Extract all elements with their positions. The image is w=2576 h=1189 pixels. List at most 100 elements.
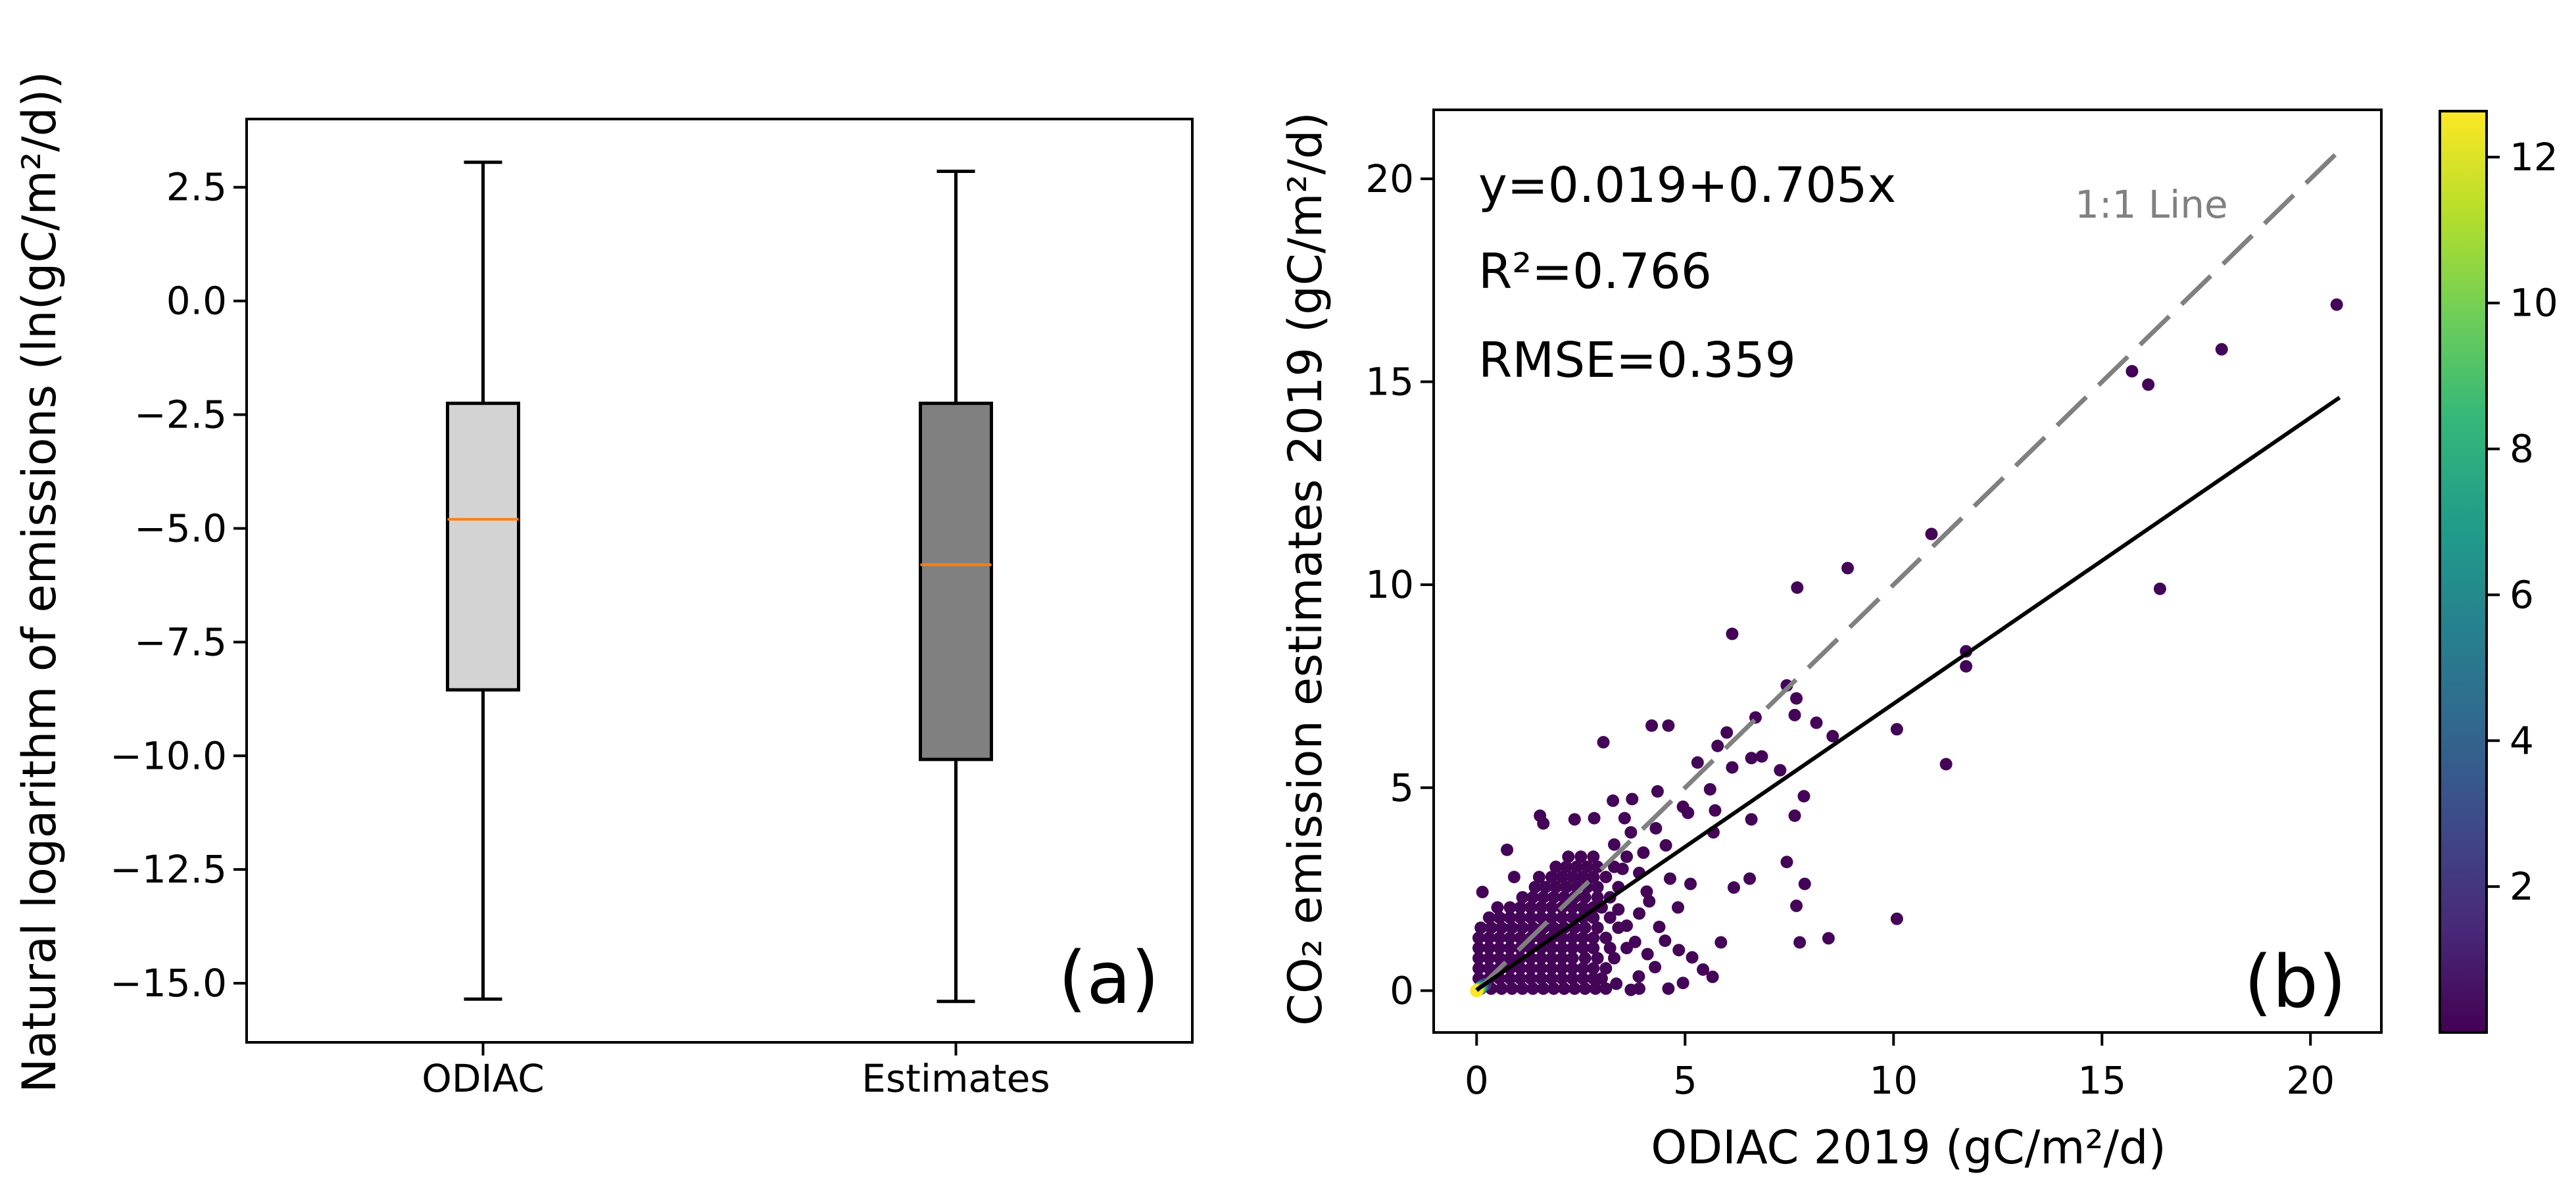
scatter-point: [1709, 804, 1722, 817]
scatter-point: [1628, 935, 1641, 948]
scatter-point: [1507, 871, 1520, 884]
x-tick-label: 0: [1465, 1058, 1489, 1103]
scatter-point: [1514, 961, 1527, 975]
scatter-point: [1482, 942, 1495, 955]
scatter-point: [1555, 942, 1568, 955]
panel-a-boxplot: [233, 118, 1194, 1056]
scatter-point: [1810, 716, 1823, 729]
scatter-point: [1545, 952, 1558, 965]
axes-frame: [1432, 109, 2383, 1034]
scatter-point: [1562, 850, 1575, 863]
scatter-point: [1566, 942, 1579, 955]
scatter-point: [1587, 911, 1600, 924]
scatter-point: [1620, 850, 1634, 863]
scatter-point: [1549, 881, 1563, 894]
scatter-point: [1484, 921, 1497, 934]
scatter-point: [1514, 901, 1527, 914]
scatter-point: [1537, 890, 1550, 904]
scatter-point: [1501, 843, 1514, 856]
scatter-point: [1566, 871, 1579, 884]
x-tick-label: 5: [1673, 1058, 1697, 1103]
scatter-point: [1790, 692, 1803, 705]
scatter-point: [1576, 871, 1590, 884]
scatter-point: [1632, 970, 1645, 983]
scatter-point: [1755, 750, 1768, 763]
y-tick-label: 20: [1365, 157, 1414, 201]
scatter-point: [1566, 972, 1579, 985]
scatter-point: [1591, 881, 1604, 894]
r-squared: R²=0.766: [1478, 243, 1712, 300]
scatter-point: [1633, 907, 1646, 920]
colorbar-tick-label: 4: [2510, 718, 2534, 763]
scatter-point: [1591, 952, 1604, 965]
scatter-point: [1476, 885, 1489, 898]
scatter-point: [1691, 756, 1704, 769]
scatter-point: [1570, 860, 1583, 873]
scatter-point: [1589, 982, 1602, 995]
scatter-point: [1591, 860, 1604, 873]
box-estimates: [919, 170, 993, 1004]
iqr-box: [919, 401, 993, 762]
scatter-point: [1788, 809, 1801, 822]
panel-label-b: (b): [2244, 940, 2346, 1024]
scatter-point: [1599, 931, 1613, 944]
axes-frame: [245, 118, 1194, 1044]
scatter-point: [1503, 901, 1517, 914]
scatter-point: [1557, 982, 1570, 995]
scatter-point: [1624, 983, 1638, 996]
scatter-point: [1495, 921, 1508, 934]
scatter-point: [1624, 826, 1638, 839]
scatter-point: [1545, 942, 1558, 955]
scatter-point: [1826, 729, 1839, 742]
scatter-point: [1727, 881, 1740, 894]
scatter-point: [1503, 931, 1517, 944]
scatter-point: [1578, 952, 1592, 965]
scatter-point: [1524, 901, 1538, 914]
scatter-point: [1645, 719, 1659, 732]
scatter-point: [1603, 942, 1616, 955]
scatter-point: [1474, 921, 1488, 934]
scatter-point: [1560, 881, 1573, 894]
y-tick-label: 5: [1390, 765, 1414, 810]
scatter-point: [1587, 931, 1600, 944]
y-tick-label: −5.0: [134, 506, 227, 550]
iqr-box: [446, 401, 520, 692]
scatter-point: [1576, 901, 1590, 914]
scatter-point: [1547, 982, 1561, 995]
scatter-point: [1890, 723, 1903, 736]
scatter-point: [1535, 911, 1548, 924]
scatter-point: [1676, 977, 1689, 990]
scatter-point: [1607, 794, 1620, 808]
y-tick-label: 0.0: [166, 279, 227, 324]
scatter-point: [1711, 739, 1724, 752]
scatter-point: [1626, 792, 1639, 806]
scatter-point: [1588, 812, 1601, 825]
scatter-point: [1566, 961, 1579, 975]
scatter-point: [1659, 934, 1672, 948]
y-tick-label: 15: [1365, 360, 1414, 404]
scatter-point: [1576, 942, 1590, 955]
scatter-point: [1745, 752, 1758, 765]
scatter-point: [1503, 911, 1517, 924]
scatter-point: [1555, 911, 1568, 924]
y-tick-label: −15.0: [110, 961, 227, 1006]
regression-line: [1475, 395, 2341, 992]
scatter-point: [1684, 877, 1697, 890]
scatter-point: [1672, 944, 1686, 957]
scatter-point: [1703, 783, 1716, 796]
panel-b-scatter: [1421, 109, 2383, 1046]
scatter-point: [1526, 982, 1540, 995]
scatter-point: [1595, 972, 1608, 985]
scatter-point: [1568, 813, 1581, 826]
scatter-point: [2215, 343, 2228, 356]
scatter-point: [1505, 982, 1519, 995]
one-to-one-label: 1:1 Line: [2075, 182, 2228, 227]
box-odiac: [446, 160, 520, 1001]
scatter-point: [1535, 901, 1548, 914]
scatter-point: [1576, 931, 1590, 944]
scatter-point: [1960, 660, 1973, 673]
scatter-point: [1535, 952, 1548, 965]
colorbar-tick-label: 8: [2510, 427, 2534, 472]
scatter-point: [1726, 627, 1739, 641]
scatter-point: [1612, 903, 1625, 916]
